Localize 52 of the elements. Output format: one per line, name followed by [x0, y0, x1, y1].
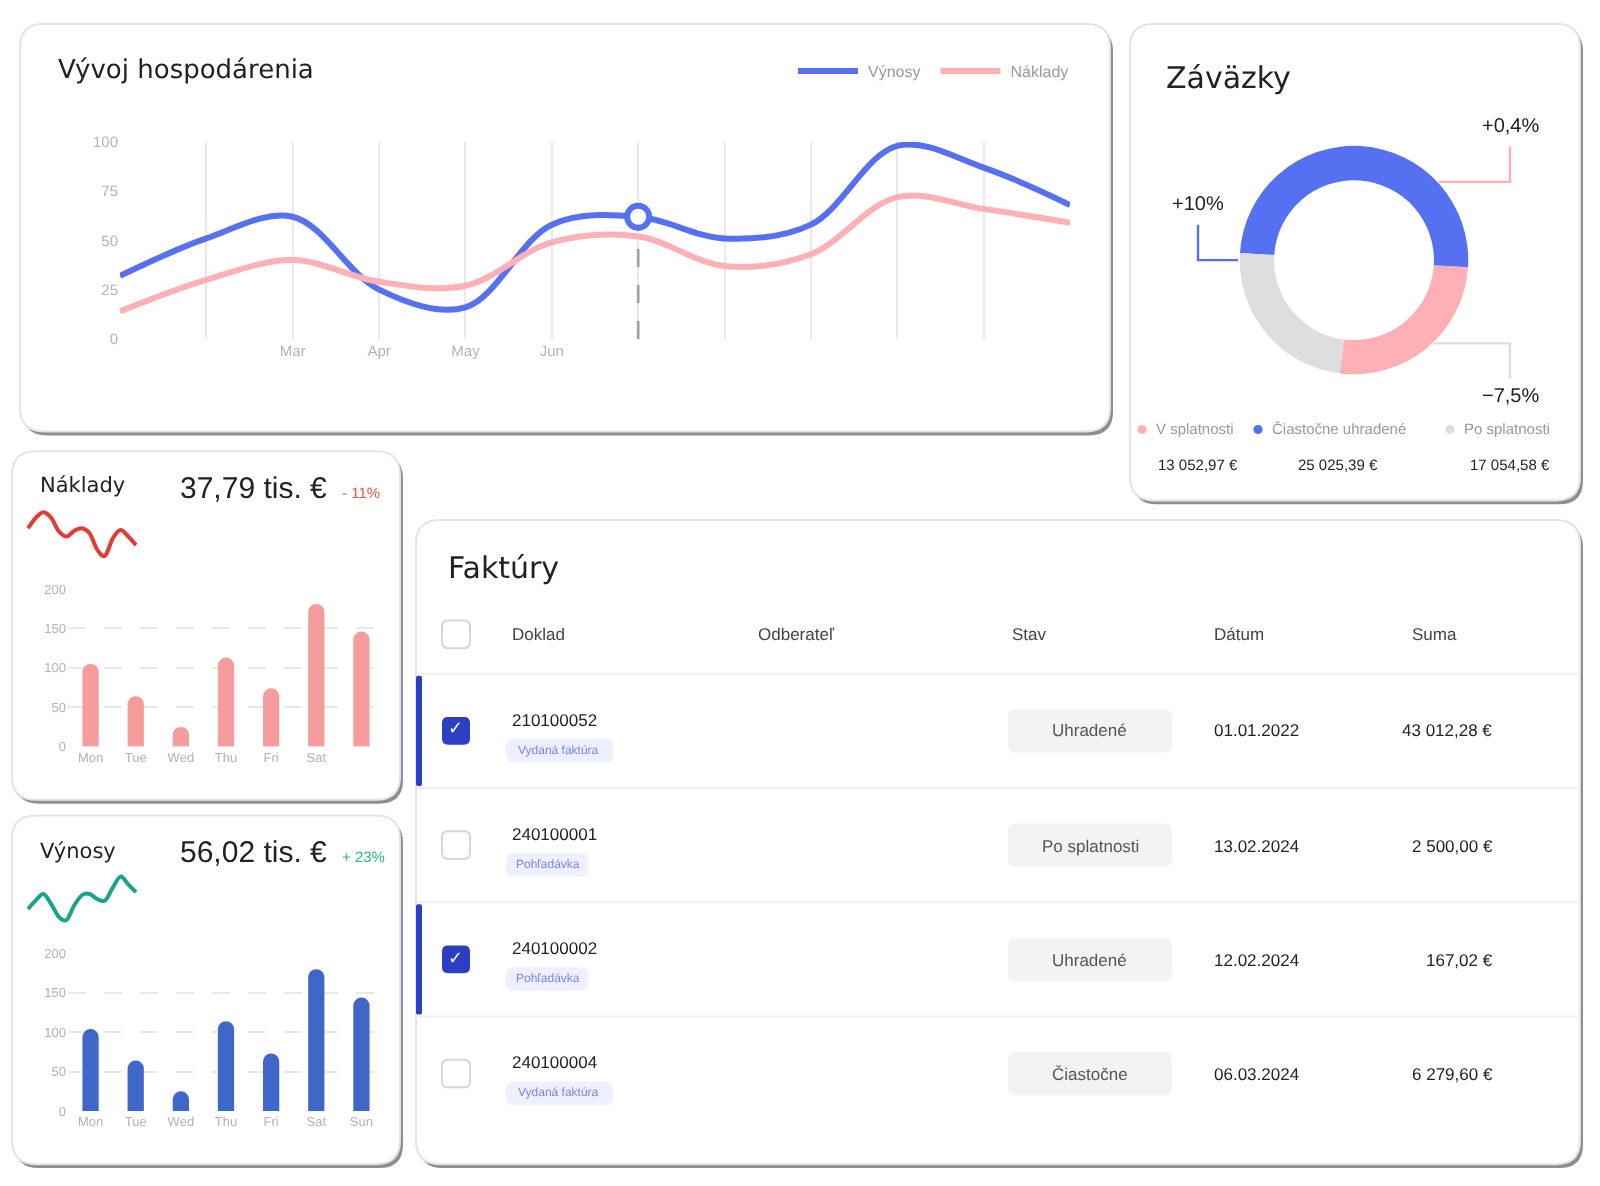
chart-subtitle: 37,79 tis. € [180, 472, 329, 506]
bar [217, 657, 235, 747]
line-series [120, 141, 1070, 313]
category-label: Doklad [512, 624, 566, 644]
bar [82, 1029, 99, 1111]
text: ✓ [448, 950, 464, 970]
text: 43 012,28 € [1402, 720, 1492, 740]
bar [353, 631, 370, 747]
bar [127, 696, 144, 747]
chart-title: Náklady [40, 474, 126, 498]
text: ✓ [448, 720, 464, 740]
bar [308, 969, 325, 1111]
bar [263, 1053, 280, 1111]
text: −7,5% [1482, 386, 1540, 408]
text: 240100004 [512, 1052, 598, 1072]
donut-slice [1239, 252, 1344, 374]
chart-title: Výnosy [40, 840, 116, 864]
bar [217, 1021, 235, 1111]
category-label: Dátum [1214, 624, 1265, 644]
bar [82, 663, 99, 747]
category-label: Suma [1412, 624, 1457, 644]
text: +10% [1172, 194, 1224, 216]
text: Faktúry [448, 550, 560, 586]
legend-label: Náklady [1010, 63, 1069, 82]
bar [263, 688, 280, 747]
text: +0,4% [1482, 116, 1540, 138]
bar [353, 997, 370, 1111]
text: Uhradené [1052, 950, 1127, 970]
category-label: Odberateľ [758, 624, 835, 644]
text: 210100052 [512, 710, 598, 730]
bar [308, 604, 325, 747]
text: 13.02.2024 [1214, 836, 1300, 856]
line-series [120, 192, 1070, 315]
text: 6 279,60 € [1412, 1064, 1493, 1084]
text: 167,02 € [1426, 950, 1493, 970]
text: 240100001 [512, 824, 598, 844]
donut-slice [1339, 265, 1469, 375]
text: Po splatnosti [1042, 836, 1140, 856]
text: 06.03.2024 [1214, 1064, 1300, 1084]
category-label: Stav [1012, 624, 1048, 644]
text: 2 500,00 € [1412, 836, 1493, 856]
text: 240100002 [512, 938, 598, 958]
chart-title: Záväzky [1166, 60, 1292, 96]
donut-slice [1239, 145, 1469, 268]
text: Uhradené [1052, 720, 1127, 740]
text: 01.01.2022 [1214, 720, 1300, 740]
text: Čiastočne [1052, 1064, 1128, 1084]
chart-title: Vývoj hospodárenia [58, 56, 314, 86]
bar [127, 1060, 144, 1111]
chart-subtitle: 56,02 tis. € [180, 836, 329, 870]
text: 12.02.2024 [1214, 950, 1300, 970]
legend-label: Výnosy [868, 63, 921, 82]
